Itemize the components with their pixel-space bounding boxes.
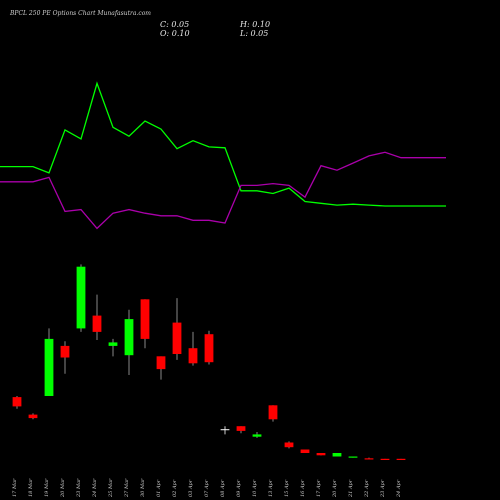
x-tick-label: 22 Apr: [364, 479, 370, 498]
x-tick-label: 27 Mar: [124, 478, 130, 498]
x-tick-label: 20 Apr: [332, 479, 338, 498]
x-tick-label: 02 Apr: [172, 479, 178, 497]
low-value: L: 0.05: [240, 29, 269, 38]
chart-title: BPCL 250 PE Options Chart Munafasutra.co…: [10, 10, 151, 17]
candle-body: [28, 414, 38, 419]
x-tick-label: 30 Mar: [140, 478, 146, 497]
x-tick-label: 07 Apr: [204, 479, 210, 497]
x-tick-label: 16 Apr: [300, 479, 306, 497]
candle-body: [188, 348, 198, 364]
x-tick-label: 08 Apr: [220, 479, 226, 497]
candle-body: [380, 458, 390, 460]
candle-body: [76, 266, 86, 329]
x-tick-label: 17 Mar: [12, 478, 18, 497]
x-tick-label: 10 Apr: [252, 479, 258, 497]
x-tick-label: 23 Mar: [76, 478, 82, 498]
candle-body: [156, 356, 166, 370]
x-tick-label: 18 Mar: [28, 478, 34, 497]
candle-body: [252, 434, 262, 437]
x-tick-label: 15 Apr: [284, 479, 290, 497]
candle-body: [172, 322, 182, 354]
candle-body: [92, 315, 102, 332]
candle-body: [108, 342, 118, 346]
indicator-line-purple: [0, 151, 446, 230]
x-tick-label: 19 Mar: [44, 478, 50, 497]
x-tick-label: 24 Apr: [396, 479, 402, 498]
candle-body: [124, 319, 134, 356]
candle-body: [60, 345, 70, 358]
x-tick-label: 13 Apr: [268, 479, 274, 497]
candle-body: [348, 456, 358, 458]
candle-body: [236, 426, 246, 431]
candle-body: [140, 299, 150, 339]
close-value: C: 0.05: [160, 20, 190, 29]
candle-body: [284, 442, 294, 448]
x-tick-label: 17 Apr: [316, 479, 322, 497]
candle-body: [300, 449, 310, 453]
high-value: H: 0.10: [240, 20, 271, 29]
candle-body: [316, 453, 326, 456]
candle-body: [364, 458, 374, 460]
x-tick-label: 03 Apr: [188, 479, 194, 497]
indicator-line-green: [0, 81, 446, 207]
open-value: O: 0.10: [160, 29, 190, 38]
x-tick-label: 23 Apr: [380, 479, 386, 498]
x-tick-label: 09 Apr: [236, 479, 242, 497]
x-tick-label: 21 Apr: [348, 479, 354, 498]
candle-body: [268, 405, 278, 420]
candle-body: [332, 453, 342, 457]
candle-body: [44, 338, 54, 396]
candle-body: [12, 397, 22, 407]
x-tick-label: 01 Apr: [156, 479, 162, 497]
x-tick-label: 24 Mar: [92, 478, 98, 498]
candle-body: [396, 458, 406, 460]
x-tick-label: 20 Mar: [60, 478, 66, 498]
candle-body: [204, 334, 214, 363]
x-tick-label: 25 Mar: [108, 478, 114, 498]
